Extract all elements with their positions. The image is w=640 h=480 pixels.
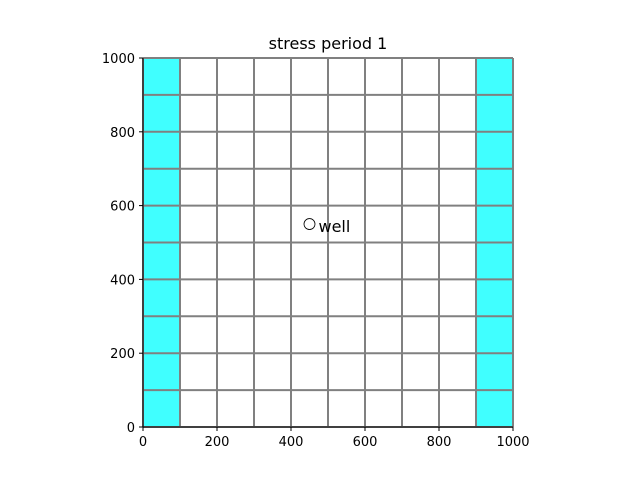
y-tick-label: 800 — [110, 126, 135, 141]
chart-title: stress period 1 — [269, 34, 388, 53]
x-tick-label: 0 — [139, 435, 147, 450]
y-tick-label: 600 — [110, 200, 135, 215]
y-tick-label: 0 — [127, 421, 135, 436]
y-tick-label: 400 — [110, 273, 135, 288]
x-tick-label: 800 — [427, 435, 452, 450]
x-tick-label: 400 — [279, 435, 304, 450]
x-tick-label: 600 — [353, 435, 378, 450]
well-label: well — [319, 217, 351, 236]
x-tick-label: 200 — [205, 435, 230, 450]
y-tick-label: 1000 — [102, 52, 135, 67]
y-tick-label: 200 — [110, 347, 135, 362]
x-tick-label: 1000 — [496, 435, 529, 450]
plot-area: 0 200 400 600 800 1000 0 200 400 600 800 1000 well — [102, 52, 530, 450]
well-marker — [303, 218, 316, 230]
